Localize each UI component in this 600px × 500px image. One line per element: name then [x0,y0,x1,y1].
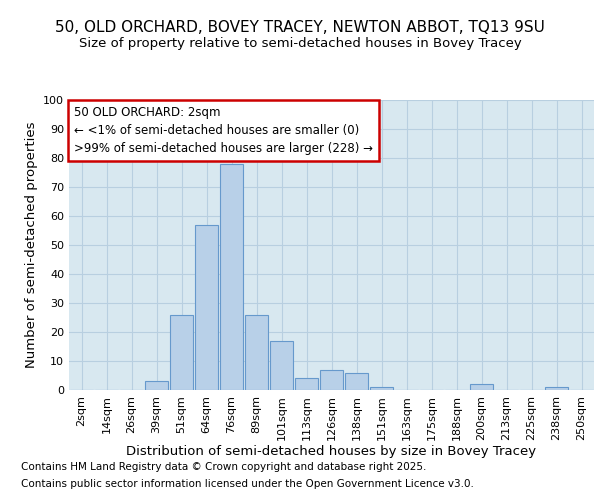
X-axis label: Distribution of semi-detached houses by size in Bovey Tracey: Distribution of semi-detached houses by … [127,446,536,458]
Bar [170,314,193,390]
Bar [245,314,268,390]
Bar [545,387,568,390]
Bar [220,164,243,390]
Text: Size of property relative to semi-detached houses in Bovey Tracey: Size of property relative to semi-detach… [79,38,521,51]
Bar [195,224,218,390]
Bar [345,372,368,390]
Text: Contains HM Land Registry data © Crown copyright and database right 2025.: Contains HM Land Registry data © Crown c… [21,462,427,472]
Text: 50 OLD ORCHARD: 2sqm
← <1% of semi-detached houses are smaller (0)
>99% of semi-: 50 OLD ORCHARD: 2sqm ← <1% of semi-detac… [74,106,373,155]
Y-axis label: Number of semi-detached properties: Number of semi-detached properties [25,122,38,368]
Bar [370,387,393,390]
Bar [470,384,493,390]
Bar [270,340,293,390]
Text: 50, OLD ORCHARD, BOVEY TRACEY, NEWTON ABBOT, TQ13 9SU: 50, OLD ORCHARD, BOVEY TRACEY, NEWTON AB… [55,20,545,35]
Bar [145,382,168,390]
Text: Contains public sector information licensed under the Open Government Licence v3: Contains public sector information licen… [21,479,474,489]
Bar [320,370,343,390]
Bar [295,378,318,390]
